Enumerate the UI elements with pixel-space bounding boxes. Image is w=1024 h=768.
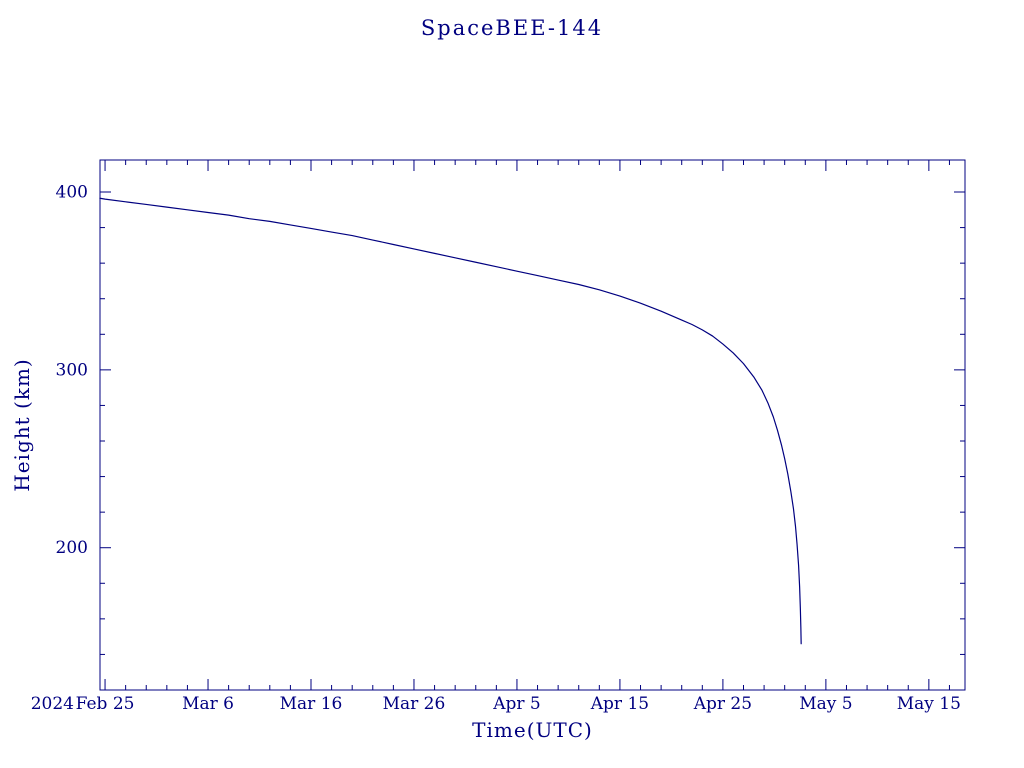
x-tick-label: Apr 5: [492, 694, 541, 714]
x-tick-label: Apr 15: [590, 694, 649, 714]
x-tick-label: Mar 16: [280, 694, 343, 714]
x-tick-label: Apr 25: [693, 694, 752, 714]
x-axis-year-label: 2024: [31, 694, 74, 714]
height-curve: [99, 197, 802, 645]
x-tick-label: Feb 25: [76, 694, 135, 714]
x-tick-label: Mar 6: [182, 694, 234, 714]
y-tick-label: 200: [56, 538, 88, 558]
x-tick-label: May 5: [799, 694, 852, 714]
plot-border: [99, 159, 966, 691]
y-tick-label: 300: [56, 360, 88, 380]
y-tick-label: 400: [56, 183, 88, 203]
x-axis-label: Time(UTC): [472, 718, 593, 742]
x-tick-label: Mar 26: [383, 694, 446, 714]
chart-title: SpaceBEE-144: [420, 16, 604, 40]
x-tick-label: May 15: [897, 694, 961, 714]
